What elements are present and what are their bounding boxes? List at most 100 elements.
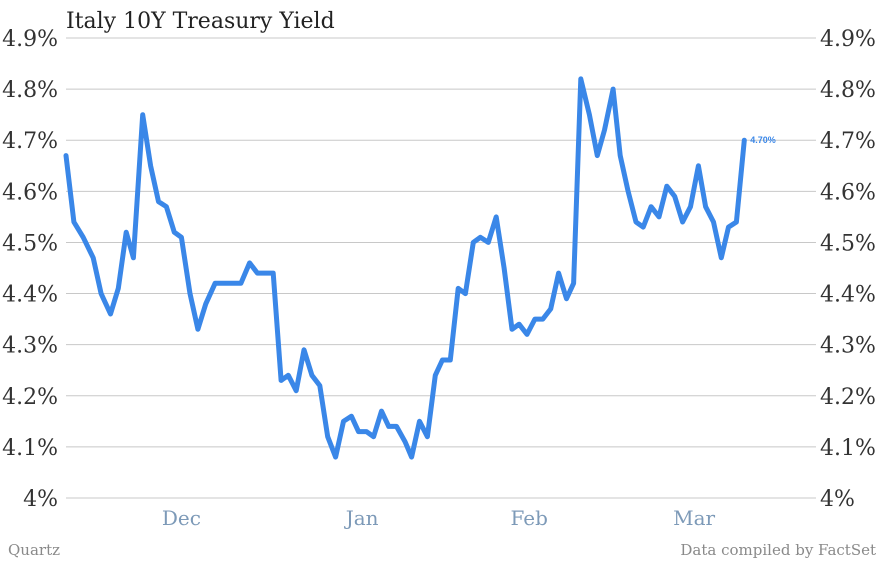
data-point xyxy=(72,220,76,224)
data-point xyxy=(379,409,384,413)
data-point xyxy=(556,271,561,275)
y-axis-right: 4% 4.1% 4.2% 4.3% 4.4% 4.5% 4.6% 4.7% 4.8% 4.9% xyxy=(820,27,876,512)
data-point xyxy=(572,281,576,285)
x-axis: Dec Jan Feb Mar xyxy=(162,506,716,530)
data-point xyxy=(302,348,306,352)
end-value-label-group: 4.70% xyxy=(750,135,776,145)
x-tick-label: Mar xyxy=(673,506,715,530)
data-point xyxy=(403,440,407,444)
data-point xyxy=(649,205,653,209)
y-tick-label-right: 4% xyxy=(820,487,855,512)
data-point xyxy=(64,153,68,158)
data-point xyxy=(463,291,467,296)
series-line xyxy=(63,76,747,460)
data-point xyxy=(387,424,391,429)
data-point xyxy=(271,271,275,275)
data-point xyxy=(394,424,399,429)
y-tick-label-right: 4.2% xyxy=(820,385,876,410)
data-point xyxy=(149,164,153,168)
data-point xyxy=(213,281,217,285)
gridlines xyxy=(66,37,816,499)
data-point xyxy=(486,240,490,245)
chart-title: Italy 10Y Treasury Yield xyxy=(66,9,335,34)
x-tick-label: Jan xyxy=(344,506,379,530)
data-point xyxy=(131,256,135,260)
data-point xyxy=(409,455,414,459)
y-axis-left: 4% 4.1% 4.2% 4.3% 4.4% 4.5% 4.6% 4.7% 4.8% 4.9% xyxy=(2,27,58,512)
data-point xyxy=(356,429,361,434)
data-point xyxy=(634,220,638,224)
series-group xyxy=(63,76,747,460)
y-tick-label-left: 4.1% xyxy=(2,436,58,461)
data-point xyxy=(478,235,483,239)
y-tick-label-right: 4.6% xyxy=(820,180,876,205)
data-point xyxy=(533,317,537,321)
x-tick-label: Dec xyxy=(162,506,201,530)
data-point xyxy=(310,373,314,377)
data-point xyxy=(726,225,731,229)
data-point xyxy=(587,113,592,117)
data-point xyxy=(742,138,746,142)
data-point xyxy=(564,297,569,301)
data-point xyxy=(681,220,685,224)
data-point xyxy=(196,327,200,331)
data-point xyxy=(172,230,176,234)
data-point xyxy=(333,455,338,459)
data-point xyxy=(696,164,700,168)
data-point xyxy=(204,302,208,306)
data-point xyxy=(91,256,95,260)
data-point xyxy=(456,286,460,291)
data-point xyxy=(222,281,227,285)
data-point xyxy=(673,194,677,199)
data-point xyxy=(541,317,545,321)
data-point xyxy=(602,128,607,132)
y-tick-label-right: 4.1% xyxy=(820,436,876,461)
data-point xyxy=(263,271,267,275)
data-point xyxy=(425,435,429,439)
data-point xyxy=(626,189,630,193)
x-tick-label: Feb xyxy=(510,506,547,530)
data-point xyxy=(517,322,521,326)
data-point xyxy=(525,332,529,337)
data-point xyxy=(711,220,716,224)
y-tick-label-left: 4.6% xyxy=(2,180,58,205)
data-point xyxy=(255,271,260,275)
footer-credit: Data compiled by FactSet xyxy=(680,541,876,559)
y-tick-label-right: 4.7% xyxy=(820,129,876,154)
y-tick-label-left: 4% xyxy=(23,487,58,512)
data-point xyxy=(141,113,145,117)
end-value-label: 4.70% xyxy=(750,135,776,145)
y-tick-label-right: 4.9% xyxy=(820,27,876,52)
data-point xyxy=(502,266,506,270)
data-point xyxy=(618,153,622,158)
data-point xyxy=(179,235,184,239)
y-tick-label-left: 4.7% xyxy=(2,129,58,154)
data-point xyxy=(294,389,298,393)
y-tick-label-left: 4.4% xyxy=(2,283,58,308)
data-point xyxy=(81,235,85,239)
data-point xyxy=(349,414,353,418)
data-point xyxy=(156,199,161,204)
data-point xyxy=(371,435,376,439)
data-point xyxy=(448,358,452,362)
data-point xyxy=(657,215,661,219)
data-point xyxy=(231,281,235,285)
data-point xyxy=(549,307,553,311)
data-point xyxy=(286,373,290,377)
data-point xyxy=(164,205,168,209)
y-tick-label-left: 4.3% xyxy=(2,334,58,359)
data-point xyxy=(595,153,599,158)
data-point xyxy=(247,261,252,265)
data-point xyxy=(116,286,120,291)
data-point xyxy=(124,230,128,234)
data-point xyxy=(579,77,583,81)
data-point xyxy=(440,358,445,362)
data-point xyxy=(703,205,708,209)
data-point xyxy=(417,419,422,423)
data-point xyxy=(433,373,437,377)
data-point xyxy=(188,291,192,296)
data-point xyxy=(665,184,669,188)
data-point xyxy=(688,205,693,209)
y-tick-label-left: 4.2% xyxy=(2,385,58,410)
